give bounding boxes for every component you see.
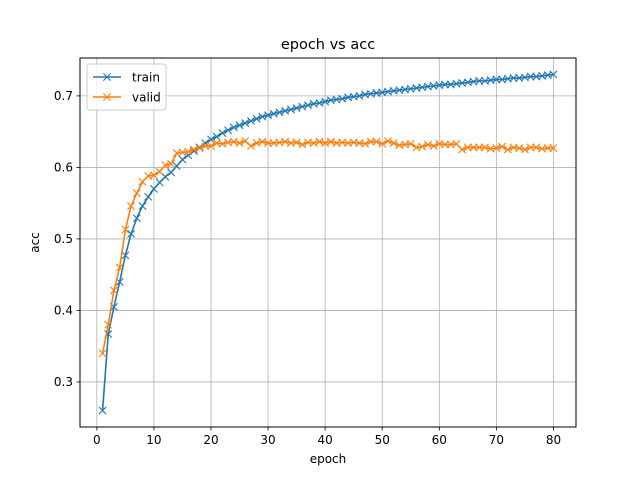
x-tick-label: 30 [260,433,275,447]
legend-marker [103,73,111,81]
legend-label: valid [132,90,161,104]
series-train [98,70,558,415]
data-point-train [172,161,181,170]
data-point-valid [526,143,535,152]
data-point-train [121,251,130,260]
data-point-valid [475,143,484,152]
data-point-valid [235,139,244,148]
data-point-train [475,76,484,85]
data-point-valid [149,171,158,180]
data-point-valid [115,263,124,272]
legend-box [86,63,167,111]
data-point-valid [98,349,107,358]
x-tick-label: 20 [203,433,218,447]
data-point-train [149,184,158,193]
data-point-valid [109,286,118,295]
data-point-valid [246,141,255,150]
data-point-train [144,192,153,201]
data-point-train [224,126,233,135]
data-point-train [212,132,221,141]
data-point-train [235,121,244,130]
x-tick-label: 0 [93,433,101,447]
series-line-valid [101,140,554,354]
data-point-valid [264,139,273,148]
data-point-valid [292,138,301,147]
data-point-valid [383,136,392,145]
data-point-valid [549,144,558,153]
data-point-valid [372,137,381,146]
data-point-train [132,214,141,223]
data-point-train [218,129,227,138]
data-point-train [492,75,501,84]
data-point-train [526,72,535,81]
data-point-valid [503,145,512,154]
data-point-train [229,123,238,132]
data-point-train [241,119,250,128]
x-tick-label: 10 [146,433,161,447]
y-axis-label: acc [28,232,42,253]
data-point-train [252,114,261,123]
data-point-train [549,70,558,79]
data-point-valid [520,145,529,154]
data-point-valid [463,143,472,152]
data-point-valid [361,139,370,148]
y-tick-label: 0.3 [54,375,73,389]
data-point-train [509,74,518,83]
legend-item-valid: valid [93,90,161,104]
data-point-valid [195,144,204,153]
data-point-train [127,229,136,238]
data-point-train [167,168,176,177]
data-point-train [98,406,107,415]
series-valid [98,136,558,358]
x-tick-label: 50 [375,433,390,447]
legend-marker [103,93,111,101]
data-point-train [246,116,255,125]
chart-title: epoch vs acc [281,37,375,53]
grid [80,58,576,427]
legend-item-train: train [93,70,160,84]
x-tick-label: 80 [546,433,561,447]
data-point-valid [121,225,130,234]
y-tick-label: 0.4 [54,304,73,318]
data-point-valid [184,147,193,156]
plot-frame [79,57,577,428]
data-point-valid [418,142,427,151]
data-point-valid [298,140,307,149]
data-point-valid [406,139,415,148]
data-point-valid [366,137,375,146]
data-point-valid [389,139,398,148]
y-tick-label: 0.5 [54,232,73,246]
x-tick-label: 70 [489,433,504,447]
data-point-valid [132,189,141,198]
data-point-train [138,202,147,211]
x-tick-label: 40 [318,433,333,447]
data-point-valid [543,144,552,153]
data-point-valid [458,145,467,154]
x-tick-label: 60 [432,433,447,447]
data-point-valid [378,139,387,148]
data-point-train [178,155,187,164]
legend: train valid [86,63,167,111]
data-point-valid [207,141,215,150]
data-point-valid [498,142,507,151]
y-tick-label: 0.7 [54,89,73,103]
data-point-train [441,80,449,89]
data-point-valid [441,140,449,149]
series-layer [98,70,558,415]
data-point-valid [104,320,113,329]
data-point-valid [127,202,136,211]
data-point-train [207,135,215,144]
data-point-valid [469,143,478,152]
data-point-valid [167,159,176,168]
x-axis-label: epoch [310,452,347,466]
data-point-valid [429,141,438,150]
data-point-valid [155,167,164,176]
y-tick-label: 0.6 [54,161,73,175]
legend-label: train [132,70,160,84]
data-point-valid [201,141,210,150]
ticks: 0 10 20 30 40 50 60 70 80 0.3 0.4 0.5 0.6 0.7 [54,89,561,447]
